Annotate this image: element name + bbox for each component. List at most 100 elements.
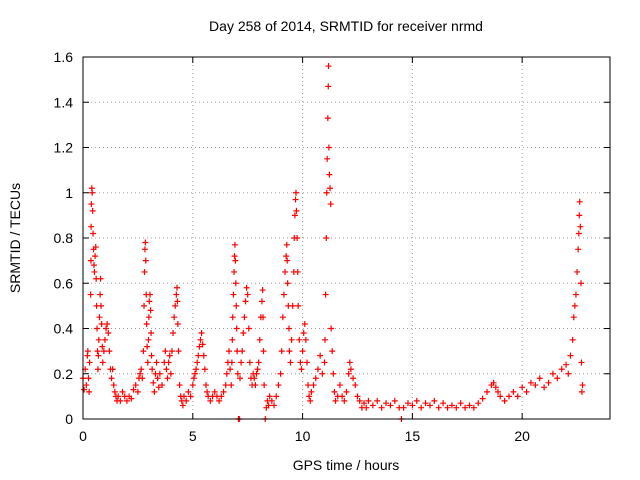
data-point	[211, 388, 218, 395]
data-point	[325, 63, 332, 70]
data-point	[282, 268, 289, 275]
data-point	[234, 348, 241, 355]
data-point	[183, 397, 190, 404]
data-point	[497, 393, 504, 400]
data-point	[193, 366, 200, 373]
data-point	[314, 366, 321, 373]
data-point	[140, 348, 147, 355]
data-point	[273, 393, 280, 400]
data-point	[197, 336, 204, 343]
data-point	[578, 280, 585, 287]
data-point	[327, 185, 334, 192]
data-point	[81, 386, 88, 393]
data-point	[106, 348, 113, 355]
data-point	[115, 393, 122, 400]
data-point	[234, 370, 241, 377]
data-point	[218, 393, 225, 400]
data-point	[332, 397, 339, 404]
data-point	[300, 330, 307, 337]
data-point	[354, 393, 361, 400]
data-point	[141, 302, 148, 309]
data-point	[132, 382, 139, 389]
data-point	[306, 393, 313, 400]
data-point	[237, 375, 244, 382]
data-point	[146, 298, 153, 305]
data-point	[343, 388, 350, 395]
x-axis: 0 5 10 15 20	[79, 57, 530, 444]
data-point	[413, 397, 420, 404]
data-point	[97, 275, 104, 282]
data-point	[280, 291, 287, 298]
data-point	[229, 314, 236, 321]
data-point	[278, 348, 285, 355]
data-point	[579, 382, 586, 389]
data-point	[328, 325, 335, 332]
x-axis-title: GPS time / hours	[293, 457, 400, 473]
data-point	[149, 366, 156, 373]
data-point	[549, 370, 556, 377]
data-point	[243, 284, 250, 291]
data-point	[265, 402, 272, 409]
data-point	[527, 379, 534, 386]
data-point	[317, 352, 324, 359]
data-point	[284, 257, 291, 264]
data-point	[576, 198, 583, 205]
y-tick-label: 0.6	[54, 275, 74, 291]
data-point	[352, 382, 359, 389]
data-point	[181, 393, 188, 400]
data-point	[286, 348, 293, 355]
data-point	[168, 348, 175, 355]
data-point	[150, 379, 157, 386]
chart-title: Day 258 of 2014, SRMTID for receiver nrm…	[209, 18, 483, 34]
data-point	[279, 314, 286, 321]
data-point	[347, 366, 354, 373]
data-point	[292, 196, 299, 203]
data-point	[296, 336, 303, 343]
data-point	[175, 348, 182, 355]
data-point	[195, 352, 202, 359]
data-point	[514, 393, 521, 400]
y-tick-label: 1	[65, 185, 73, 201]
data-point	[346, 359, 353, 366]
data-point	[89, 189, 96, 196]
data-point	[171, 314, 178, 321]
data-point	[578, 388, 585, 395]
data-point	[246, 359, 253, 366]
data-point	[293, 207, 300, 214]
data-point	[159, 382, 166, 389]
data-point	[409, 402, 416, 409]
y-tick-label: 0.4	[54, 321, 74, 337]
data-point	[435, 404, 442, 411]
data-point	[166, 352, 173, 359]
data-point	[170, 330, 177, 337]
data-point	[151, 388, 158, 395]
data-point	[176, 382, 183, 389]
data-point	[95, 336, 102, 343]
data-point	[319, 370, 326, 377]
data-point	[575, 230, 582, 237]
data-point	[341, 397, 348, 404]
data-point	[174, 320, 181, 327]
data-point	[484, 388, 491, 395]
data-point	[232, 257, 239, 264]
data-point	[92, 253, 99, 260]
data-point	[339, 393, 346, 400]
data-point	[294, 235, 301, 241]
data-points	[80, 63, 586, 422]
data-point	[374, 397, 381, 404]
data-point	[191, 370, 198, 377]
y-tick-label: 0	[65, 411, 73, 427]
data-point	[571, 302, 578, 309]
data-point	[260, 314, 267, 321]
data-point	[110, 382, 117, 389]
y-tick-label: 1.2	[54, 140, 74, 156]
data-point	[327, 201, 334, 208]
data-point	[142, 239, 149, 246]
data-point	[230, 291, 237, 298]
data-point	[174, 298, 181, 305]
data-point	[145, 314, 152, 321]
data-point	[268, 397, 275, 404]
data-point	[201, 366, 208, 373]
data-point	[105, 330, 112, 337]
data-point	[123, 397, 130, 404]
